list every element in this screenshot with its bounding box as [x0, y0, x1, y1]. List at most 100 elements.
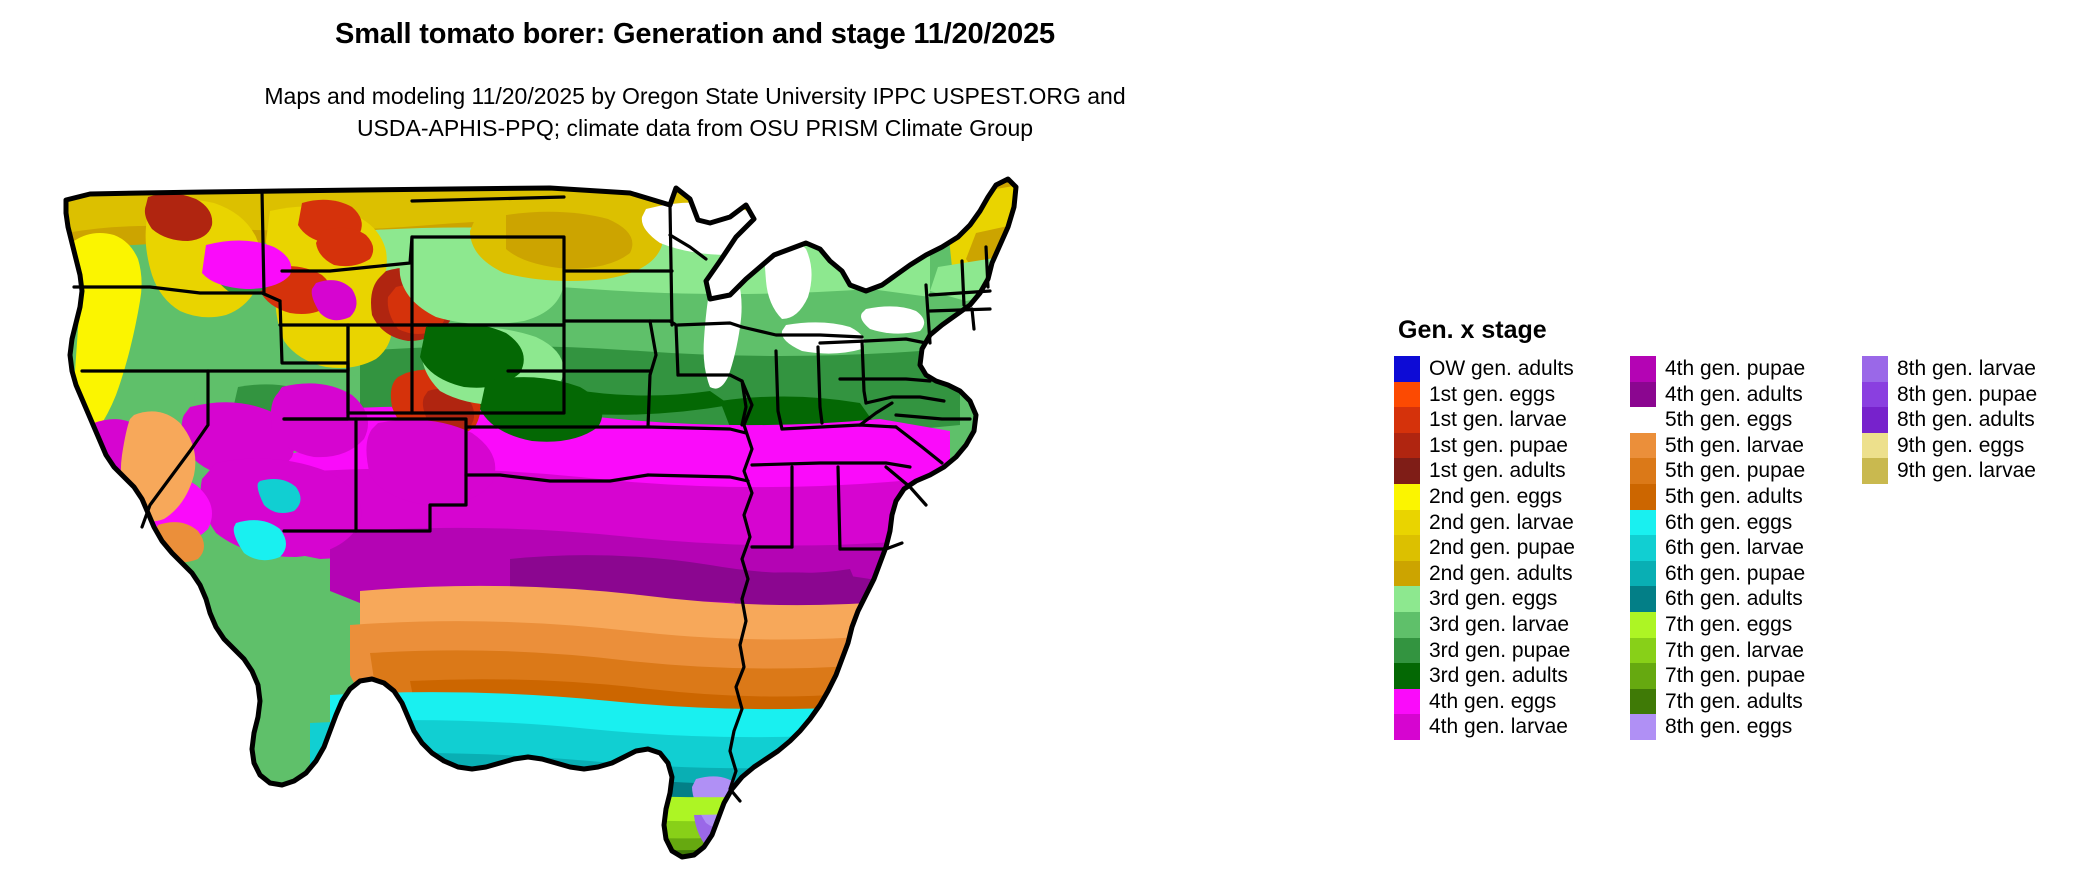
legend-swatch-3rd-gen-pupae[interactable] [1394, 637, 1420, 664]
border-wa-id [260, 189, 266, 295]
legend-swatch-5th-gen-eggs[interactable] [1630, 407, 1656, 433]
legend-label-2nd-gen-eggs: 2nd gen. eggs [1429, 484, 1563, 508]
legend-label-9th-gen-eggs: 9th gen. eggs [1897, 433, 2025, 457]
band-6th-gen-adults [370, 769, 864, 827]
page-subtitle: Maps and modeling 11/20/2025 by Oregon S… [0, 80, 1390, 144]
border-missouri-river [646, 319, 658, 429]
legend-swatch-ow-gen-adults[interactable] [1394, 356, 1420, 382]
subtitle-line-2: USDA-APHIS-PPQ; climate data from OSU PR… [356, 115, 1034, 141]
overlay-rockies-1st-gen-pupae [144, 193, 213, 241]
border-ok-tx [464, 473, 650, 483]
border-ia-il [728, 373, 748, 427]
legend-swatch-4th-gen-eggs[interactable] [1394, 688, 1420, 715]
border-vertical-dakota-mn [668, 203, 674, 327]
legend-swatch-7th-gen-pupae[interactable] [1630, 663, 1656, 689]
legend-swatch-6th-gen-adults[interactable] [1630, 586, 1656, 612]
legend-swatch-5th-gen-larvae[interactable] [1630, 432, 1656, 459]
legend-label-8th-gen-adults: 8th gen. adults [1897, 408, 2035, 432]
legend-label-6th-gen-adults: 6th gen. adults [1665, 587, 1803, 611]
border-vt-nh [960, 259, 966, 307]
legend-swatch-3rd-gen-adults[interactable] [1394, 663, 1420, 689]
legend-swatch-1st-gen-pupae[interactable] [1394, 432, 1420, 459]
legend-swatch-5th-gen-adults[interactable] [1630, 483, 1656, 510]
legend-label-3rd-gen-adults: 3rd gen. adults [1429, 664, 1568, 688]
map-western-terrain-overlays [73, 193, 663, 563]
legend-label-9th-gen-larvae: 9th gen. larvae [1897, 459, 2036, 483]
lake-ontario [861, 306, 925, 334]
us-choropleth-map[interactable] [30, 175, 1360, 875]
legend-swatch-4th-gen-adults[interactable] [1630, 381, 1656, 408]
legend-title: Gen. x stage [1398, 316, 1547, 344]
legend-label-5th-gen-pupae: 5th gen. pupae [1665, 459, 1806, 483]
legend-swatch-7th-gen-eggs[interactable] [1630, 611, 1656, 638]
map-container[interactable] [30, 175, 1360, 875]
legend-swatch-2nd-gen-adults[interactable] [1394, 560, 1420, 587]
legend-label-stack-2: 4th gen. pupae 4th gen. adults 5th gen. eg… [1656, 354, 1805, 740]
legend-swatch-9th-gen-eggs[interactable] [1862, 432, 1888, 459]
legend-swatch-1st-gen-eggs[interactable] [1394, 381, 1420, 408]
overlay-magenta-newmexico [366, 419, 496, 506]
legend-label-6th-gen-pupae: 6th gen. pupae [1665, 561, 1806, 585]
legend-swatch-6th-gen-larvae[interactable] [1630, 535, 1656, 561]
legend-swatch-2nd-gen-eggs[interactable] [1394, 483, 1420, 510]
legend-label-6th-gen-larvae: 6th gen. larvae [1665, 536, 1804, 560]
overlay-magenta-columbia [202, 240, 292, 289]
map-boundaries [72, 189, 992, 803]
legend-swatch-5th-gen-pupae[interactable] [1630, 458, 1656, 484]
border-ct-ri [970, 307, 976, 331]
border-mi-wi [668, 233, 708, 261]
legend-label-4th-gen-eggs: 4th gen. eggs [1429, 689, 1557, 713]
lake-erie [781, 322, 865, 354]
legend-swatch-3rd-gen-eggs[interactable] [1394, 586, 1420, 612]
border-va-wv-md [864, 395, 946, 405]
page-title: Small tomato borer: Generation and stage… [335, 18, 1055, 50]
legend-swatch-4th-gen-larvae[interactable] [1394, 714, 1420, 740]
border-il-in [774, 349, 784, 431]
legend-label-stack-1: OW gen. adults 1st gen. eggs 1st gen. larv… [1420, 354, 1575, 740]
legend-label-7th-gen-adults: 7th gen. adults [1665, 689, 1803, 713]
legend-swatch-9th-gen-larvae[interactable] [1862, 458, 1888, 484]
legend-swatch-7th-gen-adults[interactable] [1630, 688, 1656, 715]
legend-label-5th-gen-eggs: 5th gen. eggs [1665, 408, 1793, 432]
legend-label-8th-gen-pupae: 8th gen. pupae [1897, 382, 2038, 406]
legend-column-2: 4th gen. pupae 4th gen. adults 5th gen. eg… [1630, 354, 1862, 740]
legend-swatch-6th-gen-pupae[interactable] [1630, 560, 1656, 587]
map-legend: Gen. x stage OW gen. adults 1st gen. eggs… [1394, 316, 2094, 740]
band-7th-gen-pupae [280, 827, 796, 857]
map-southern-overlays [263, 776, 820, 857]
band-6th-gen-larvae [310, 720, 900, 796]
legend-swatch-8th-gen-eggs[interactable] [1630, 714, 1656, 740]
legend-swatch-1st-gen-adults[interactable] [1394, 458, 1420, 484]
overlay-southtexas-8th-gen-eggs [263, 838, 363, 857]
border-oh-pa [860, 339, 868, 405]
border-pa-md [838, 377, 932, 383]
legend-swatch-7th-gen-larvae[interactable] [1630, 637, 1656, 664]
overlay-rockies-1st-gen-larvae-c [316, 227, 374, 267]
legend-swatch-8th-gen-pupae[interactable] [1862, 381, 1888, 408]
legend-label-5th-gen-adults: 5th gen. adults [1665, 484, 1803, 508]
legend-label-stack-3: 8th gen. larvae 8th gen. pupae 8th gen. ad… [1888, 354, 2037, 484]
overlay-desert-cyan-b [257, 479, 301, 513]
legend-swatch-6th-gen-eggs[interactable] [1630, 509, 1656, 536]
lake-huron [764, 237, 812, 319]
border-sc-nc [894, 425, 944, 465]
legend-label-3rd-gen-pupae: 3rd gen. pupae [1429, 638, 1571, 662]
legend-swatch-2nd-gen-pupae[interactable] [1394, 535, 1420, 561]
legend-swatch-8th-gen-larvae[interactable] [1862, 356, 1888, 382]
legend-label-3rd-gen-eggs: 3rd gen. eggs [1429, 587, 1558, 611]
legend-label-6th-gen-eggs: 6th gen. eggs [1665, 510, 1793, 534]
border-ar-la [646, 473, 750, 483]
legend-swatch-2nd-gen-larvae[interactable] [1394, 509, 1420, 536]
legend-swatch-1st-gen-larvae[interactable] [1394, 407, 1420, 433]
legend-label-7th-gen-pupae: 7th gen. pupae [1665, 664, 1806, 688]
legend-swatch-8th-gen-adults[interactable] [1862, 407, 1888, 433]
band-8th-gen-eggs-south-texas [266, 845, 368, 857]
legend-swatch-4th-gen-pupae[interactable] [1630, 356, 1656, 382]
legend-swatch-3rd-gen-larvae[interactable] [1394, 611, 1420, 638]
border-pa-ny [818, 337, 928, 345]
legend-swatch-stack-3 [1862, 354, 1888, 484]
legend-label-1st-gen-eggs: 1st gen. eggs [1429, 382, 1556, 406]
legend-label-3rd-gen-larvae: 3rd gen. larvae [1429, 612, 1570, 636]
border-in-oh [816, 345, 824, 425]
legend-label-2nd-gen-pupae: 2nd gen. pupae [1429, 536, 1575, 560]
